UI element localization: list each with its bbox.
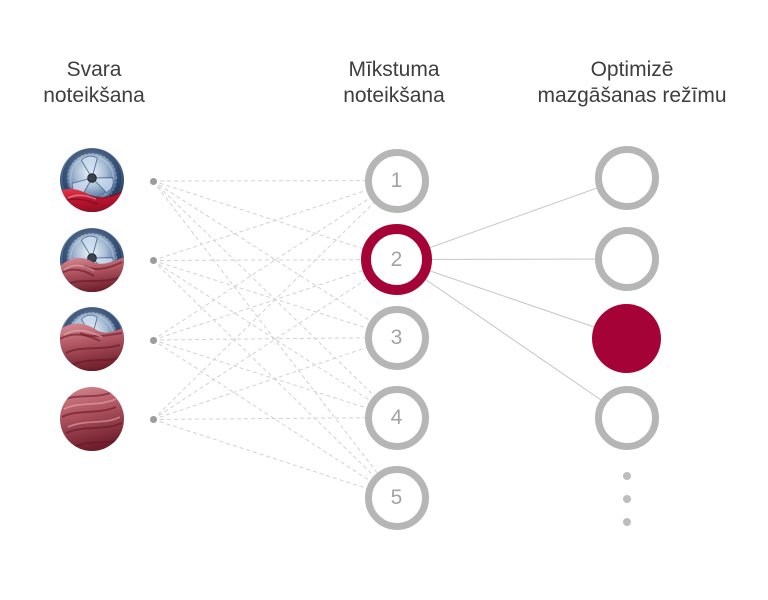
connector-dot bbox=[149, 257, 157, 264]
mode-node-4 bbox=[594, 385, 659, 450]
title-line: Optimizē bbox=[590, 58, 674, 81]
softness-node-4: 4 bbox=[364, 385, 429, 450]
softness-node-2-active: 2 bbox=[361, 224, 432, 295]
washer-drum-small-load-icon bbox=[60, 148, 124, 212]
input-photo-2 bbox=[60, 228, 124, 292]
title-line: Svara bbox=[66, 58, 122, 81]
connector-dot bbox=[149, 336, 157, 344]
ellipsis-dot bbox=[622, 471, 631, 480]
softness-node-5: 5 bbox=[364, 466, 429, 530]
connector-dot bbox=[149, 177, 157, 185]
title-line: Mīkstuma bbox=[348, 58, 440, 81]
node-number: 2 bbox=[390, 247, 403, 271]
mode-node-3-selected bbox=[592, 303, 661, 373]
node-number: 5 bbox=[390, 486, 403, 509]
mode-node-2 bbox=[594, 227, 659, 291]
node-number: 1 bbox=[390, 168, 403, 192]
title-line: mazgāšanas režīmu bbox=[537, 84, 727, 107]
column-title-wash-mode-optimization: Optimizē mazgāšanas režīmu bbox=[512, 57, 752, 109]
ellipsis-dot bbox=[622, 494, 631, 503]
ellipsis-dot bbox=[622, 517, 631, 526]
title-line: noteikšana bbox=[343, 84, 445, 107]
title-line: noteikšana bbox=[43, 84, 145, 107]
mode-node-1 bbox=[594, 145, 659, 210]
column-title-weight-detection: Svara noteikšana bbox=[0, 57, 188, 109]
node-number: 4 bbox=[390, 405, 403, 429]
softness-node-1: 1 bbox=[364, 148, 429, 213]
softness-node-3: 3 bbox=[364, 305, 429, 370]
input-photo-4 bbox=[60, 387, 124, 451]
washer-drum-large-load-icon bbox=[60, 307, 124, 371]
input-photo-3 bbox=[60, 307, 124, 371]
column-title-softness-detection: Mīkstuma noteikšana bbox=[294, 57, 494, 109]
washer-drum-medium-load-icon bbox=[60, 228, 124, 292]
washer-drum-full-load-icon bbox=[60, 387, 124, 451]
node-number: 3 bbox=[390, 325, 403, 349]
connector-dot bbox=[149, 416, 157, 423]
input-photo-1 bbox=[60, 148, 124, 212]
